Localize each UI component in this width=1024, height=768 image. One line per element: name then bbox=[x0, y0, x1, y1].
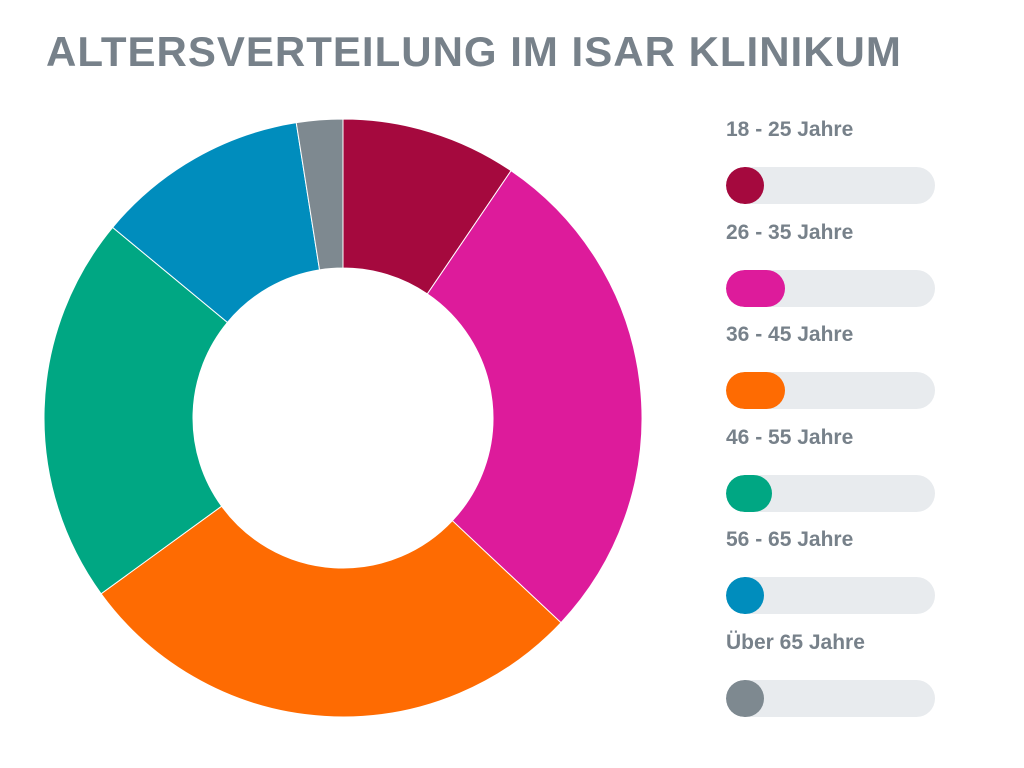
donut-slice-36-45 bbox=[100, 505, 562, 718]
legend-bar-track bbox=[726, 474, 935, 512]
legend-label: 56 - 65 Jahre bbox=[726, 528, 854, 552]
legend-label: Über 65 Jahre bbox=[726, 630, 865, 654]
legend-item-18-25: 18 - 25 Jahre bbox=[726, 118, 936, 221]
legend-label: 46 - 55 Jahre bbox=[726, 425, 854, 449]
donut-slice-over-65 bbox=[295, 118, 344, 271]
donut-slice-46-55 bbox=[43, 226, 229, 595]
legend-bar-fill bbox=[726, 679, 764, 717]
legend-item-26-35: 26 - 35 Jahre bbox=[726, 221, 936, 324]
legend-bar-track bbox=[726, 269, 935, 307]
legend-item-46-55: 46 - 55 Jahre bbox=[726, 426, 936, 529]
legend-item-36-45: 36 - 45 Jahre bbox=[726, 323, 936, 426]
legend-bar-fill bbox=[726, 577, 764, 615]
legend-label: 26 - 35 Jahre bbox=[726, 220, 854, 244]
legend-bar-track bbox=[726, 679, 935, 717]
legend-bar-track bbox=[726, 577, 935, 615]
legend-bar-track bbox=[726, 372, 935, 410]
legend-label: 18 - 25 Jahre bbox=[726, 118, 854, 141]
donut-chart bbox=[43, 118, 643, 718]
legend-bar-fill bbox=[726, 269, 785, 307]
legend-label: 36 - 45 Jahre bbox=[726, 323, 854, 347]
donut-slice-26-35 bbox=[426, 170, 643, 624]
chart-title: ALTERSVERTEILUNG IM ISAR KLINIKUM bbox=[46, 28, 902, 75]
legend-bar-fill bbox=[726, 474, 772, 512]
legend-bar-fill bbox=[726, 372, 785, 410]
legend: 18 - 25 Jahre 26 - 35 Jahre 36 - 45 Jahr… bbox=[726, 118, 936, 734]
legend-bar-track bbox=[726, 167, 935, 204]
legend-bar-fill bbox=[726, 167, 764, 204]
legend-item-over-65: Über 65 Jahre bbox=[726, 631, 936, 734]
legend-item-56-65: 56 - 65 Jahre bbox=[726, 528, 936, 631]
